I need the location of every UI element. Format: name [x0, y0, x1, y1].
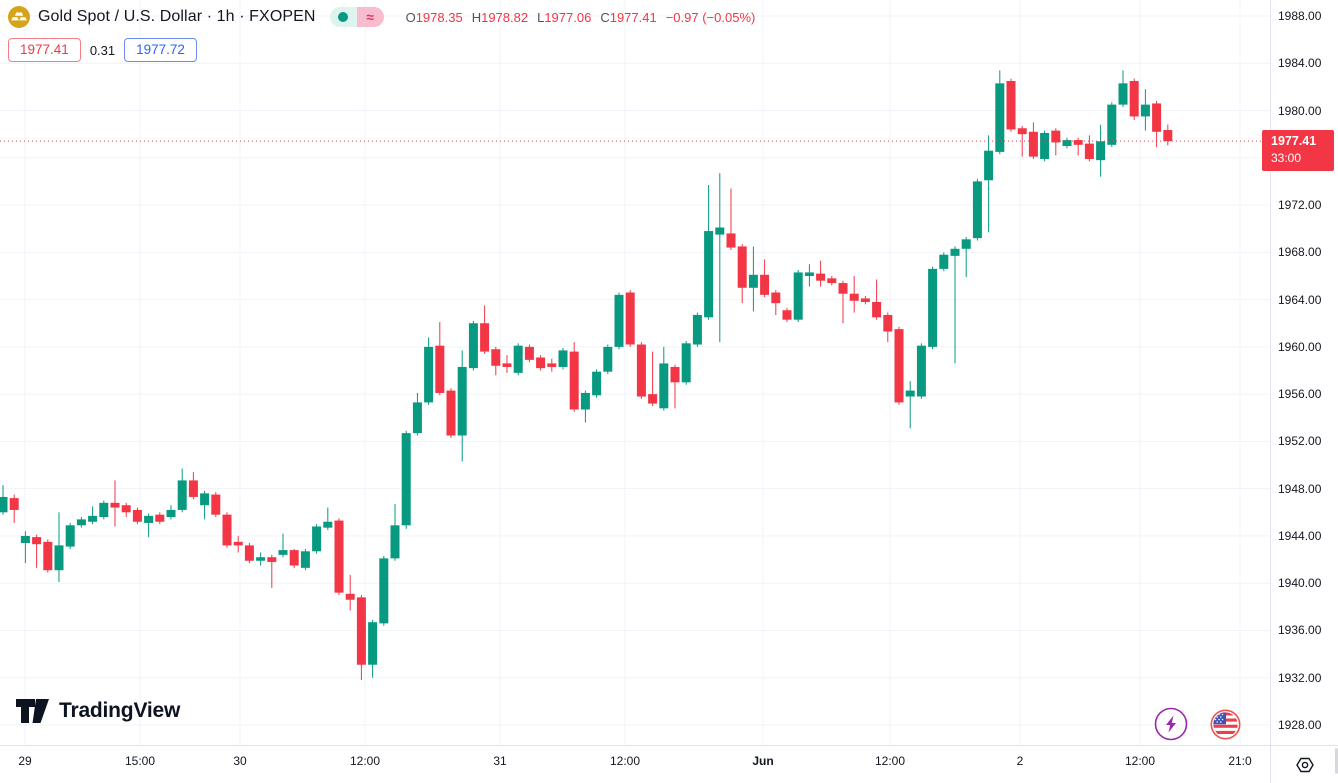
- current-price: 1977.41: [1271, 134, 1317, 149]
- open-label: O: [405, 9, 416, 25]
- time-axis-label: 21:0: [1228, 754, 1252, 768]
- time-axis-label: 12:00: [1124, 754, 1156, 768]
- price-axis-label: 1928.00: [1278, 718, 1322, 732]
- gold-symbol-icon: [8, 6, 30, 28]
- tradingview-mark-icon: [16, 699, 49, 723]
- price-axis-label: 1952.00: [1278, 434, 1322, 449]
- buy-button[interactable]: 1977.72: [124, 38, 197, 62]
- time-axis-label: 31: [493, 754, 507, 768]
- ohlc-values: O1978.35 H1978.82 L1977.06 C1977.41 −0.9…: [406, 10, 756, 25]
- open-value: 1978.35: [415, 9, 463, 25]
- time-axis-label: Jun: [752, 754, 774, 768]
- price-axis-label: 1956.00: [1278, 387, 1322, 402]
- price-axis-label: 1988.00: [1278, 9, 1322, 23]
- market-open-icon: [329, 7, 357, 27]
- time-axis-label: 12:00: [349, 754, 381, 768]
- tradingview-logo[interactable]: TradingView: [16, 699, 180, 723]
- time-axis-label: 30: [233, 754, 247, 768]
- bar-countdown: 33:00: [1271, 151, 1302, 166]
- price-axis[interactable]: 1977.41 33:00 1988.00 1984.00 1980.00 1972.…: [1262, 0, 1338, 745]
- tradingview-logo-text: TradingView: [59, 699, 181, 722]
- chart-plot[interactable]: [0, 0, 1270, 745]
- chart-legend: Gold Spot / U.S. Dollar · 1h · FXOPEN ≈ …: [8, 6, 755, 28]
- price-axis-label: 1936.00: [1278, 623, 1322, 638]
- price-axis-label: 1980.00: [1278, 103, 1322, 118]
- close-value: 1977.41: [609, 9, 657, 25]
- price-axis-label: 1944.00: [1278, 528, 1322, 543]
- instant-trading-icon[interactable]: [1154, 707, 1188, 741]
- price-axis-label: 1940.00: [1278, 576, 1322, 591]
- time-axis-label: 12:00: [609, 754, 641, 768]
- high-value: 1978.82: [481, 9, 529, 25]
- market-status-pills[interactable]: ≈: [329, 7, 384, 27]
- sell-button[interactable]: 1977.41: [8, 38, 81, 62]
- scales-settings-icon[interactable]: [1294, 754, 1316, 776]
- high-label: H: [471, 9, 482, 25]
- candlestick-chart: [0, 0, 1270, 745]
- price-axis-label: 1948.00: [1278, 481, 1322, 496]
- time-axis-label: 29: [18, 754, 32, 768]
- time-axis-label: 2: [1016, 754, 1024, 768]
- price-axis-label: 1960.00: [1278, 339, 1322, 354]
- price-axis-label: 1984.00: [1278, 56, 1322, 71]
- buy-sell-row: 1977.41 0.31 1977.72: [8, 38, 197, 62]
- scrollbar-slit: [1335, 748, 1338, 774]
- spread-value: 0.31: [89, 42, 116, 58]
- time-axis-label: 15:00: [124, 754, 156, 768]
- close-label: C: [600, 9, 610, 25]
- price-axis-label: 1972.00: [1278, 198, 1322, 213]
- delayed-data-icon: ≈: [356, 7, 384, 27]
- price-axis-label: 1964.00: [1278, 292, 1322, 307]
- axis-corner: [1270, 745, 1338, 783]
- low-value: 1977.06: [544, 9, 592, 25]
- price-axis-label: 1932.00: [1278, 670, 1322, 685]
- us-flag-icon[interactable]: [1210, 709, 1241, 740]
- time-axis-label: 12:00: [874, 754, 906, 768]
- symbol-title[interactable]: Gold Spot / U.S. Dollar · 1h · FXOPEN: [38, 8, 316, 25]
- low-label: L: [537, 9, 545, 25]
- price-axis-label: 1968.00: [1278, 245, 1322, 260]
- bottom-right-icons: [1154, 707, 1241, 741]
- current-price-badge: 1977.41 33:00: [1262, 130, 1334, 172]
- time-axis[interactable]: 29 15:00 30 12:00 31 12:00 Jun 12:00 2 12:00 21:0: [0, 745, 1270, 783]
- change-value: −0.97 (−0.05%): [665, 9, 756, 25]
